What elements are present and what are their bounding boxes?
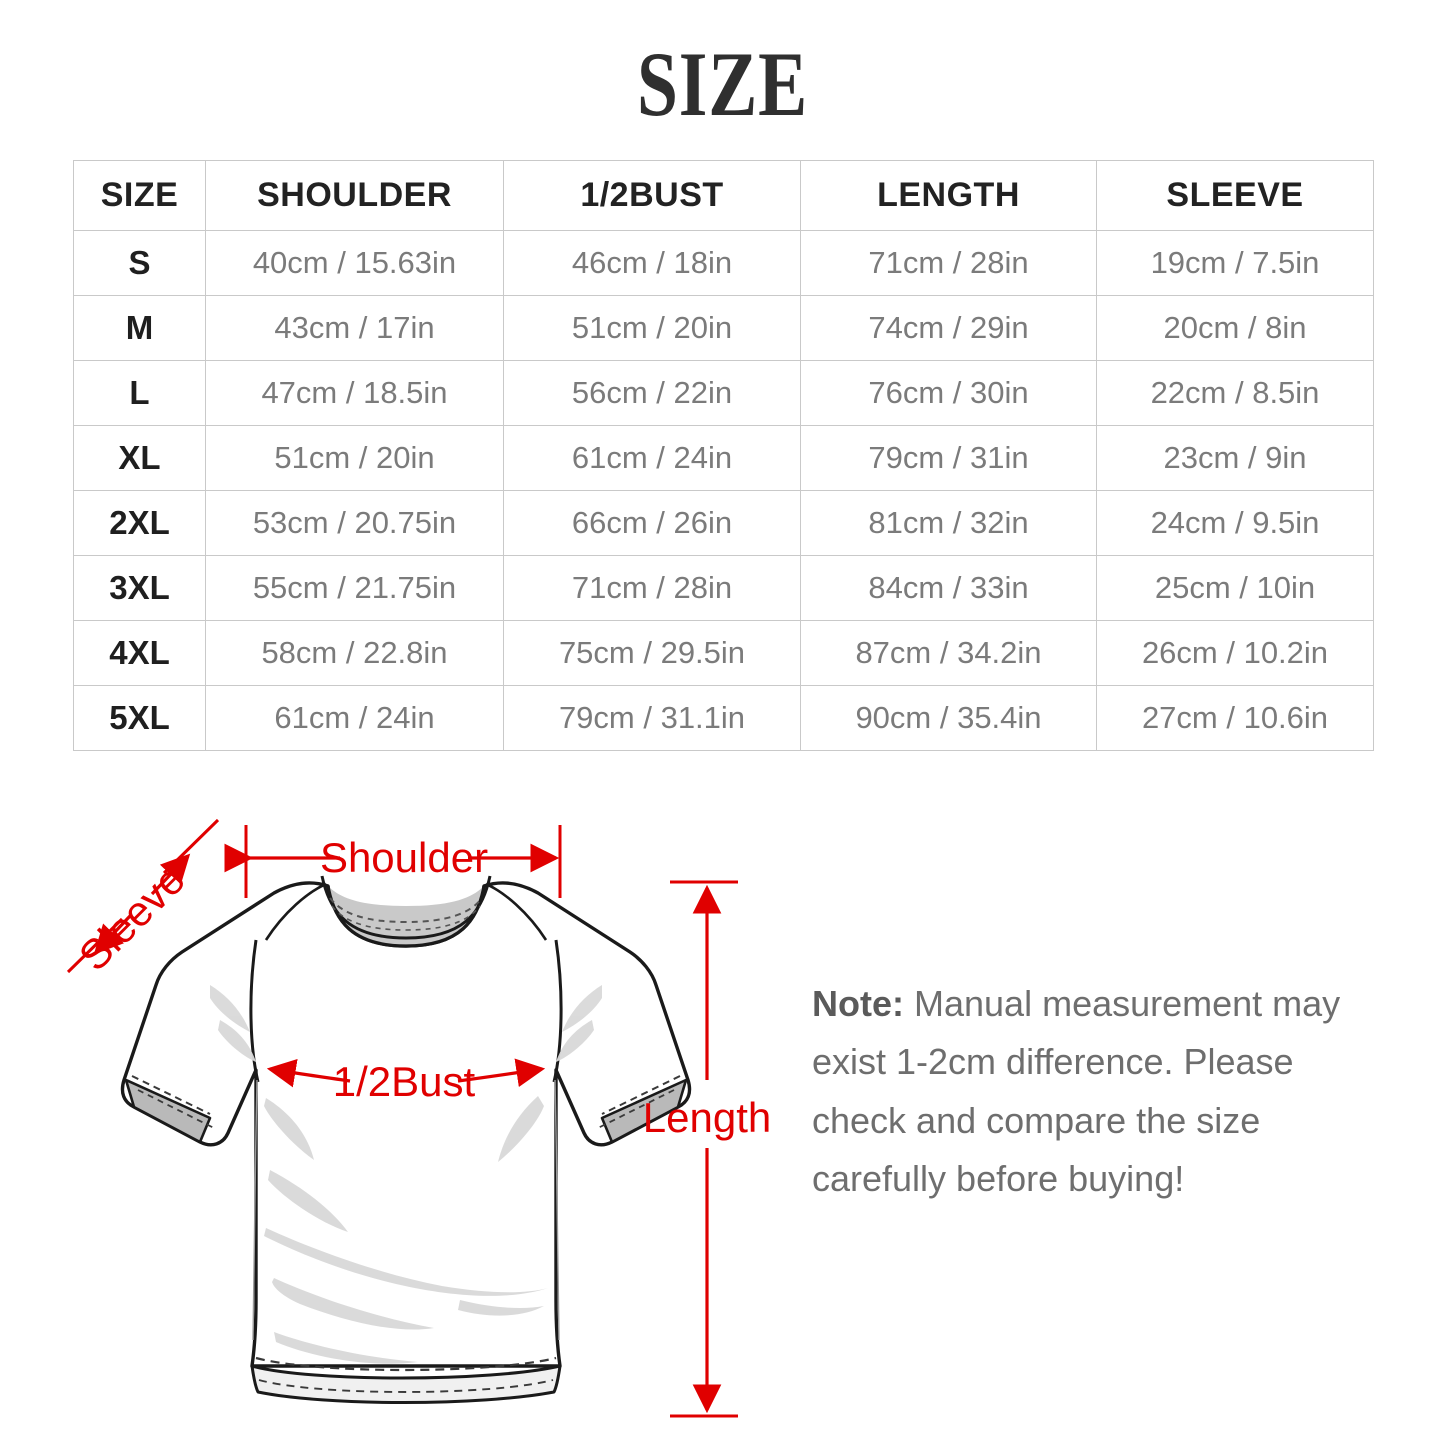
cell-size: 2XL — [73, 490, 206, 556]
cell-length: 71cm / 28in — [800, 230, 1097, 296]
cell-sleeve: 19cm / 7.5in — [1096, 230, 1374, 296]
cell-length: 79cm / 31in — [800, 425, 1097, 491]
cell-bust: 61cm / 24in — [503, 425, 801, 491]
shoulder-annotation: Shoulder — [224, 825, 562, 898]
cell-length: 90cm / 35.4in — [800, 685, 1097, 751]
right-sleeve-cuff-inner — [600, 1078, 688, 1144]
cell-shoulder: 55cm / 21.75in — [205, 555, 504, 621]
cell-bust: 66cm / 26in — [503, 490, 801, 556]
cell-length: 87cm / 34.2in — [800, 620, 1097, 686]
cell-size: 4XL — [73, 620, 206, 686]
cell-size: 5XL — [73, 685, 206, 751]
bottom-hem-stitch-2 — [258, 1379, 554, 1393]
column-header-bust: 1/2BUST — [503, 160, 801, 231]
table-row: L 47cm / 18.5in 56cm / 22in 76cm / 30in … — [73, 360, 1374, 426]
left-sleeve-cuff-stitch-1 — [131, 1075, 211, 1115]
cell-size: S — [73, 230, 206, 296]
table-row: 2XL 53cm / 20.75in 66cm / 26in 81cm / 32… — [73, 490, 1374, 556]
cell-bust: 46cm / 18in — [503, 230, 801, 296]
fabric-shadows — [210, 985, 602, 1364]
table-row: 4XL 58cm / 22.8in 75cm / 29.5in 87cm / 3… — [73, 620, 1374, 686]
cell-shoulder: 47cm / 18.5in — [205, 360, 504, 426]
cell-size: M — [73, 295, 206, 361]
left-sleeve-cuff-stitch-2 — [137, 1089, 215, 1129]
length-annotation: Length — [643, 880, 771, 1418]
left-sleeve-cuff-inner — [124, 1078, 212, 1144]
length-label: Length — [643, 1094, 771, 1141]
column-header-sleeve: SLEEVE — [1096, 160, 1374, 231]
bottom-hem — [250, 1364, 562, 1404]
cell-shoulder: 40cm / 15.63in — [205, 230, 504, 296]
cell-bust: 79cm / 31.1in — [503, 685, 801, 751]
cell-shoulder: 43cm / 17in — [205, 295, 504, 361]
cell-sleeve: 25cm / 10in — [1096, 555, 1374, 621]
measurement-diagram: Shoulder Sleeve 1/2Bust Length — [0, 760, 1445, 1445]
table-header-row: SIZE SHOULDER 1/2BUST LENGTH SLEEVE — [73, 160, 1374, 231]
cell-bust: 71cm / 28in — [503, 555, 801, 621]
cell-sleeve: 23cm / 9in — [1096, 425, 1374, 491]
side-seam-right — [554, 1079, 560, 1341]
column-header-size: SIZE — [73, 160, 206, 231]
tshirt-diagram-svg: Shoulder Sleeve 1/2Bust Length — [66, 818, 771, 1418]
collar-inner-lower — [332, 898, 480, 942]
shoulder-label: Shoulder — [320, 834, 488, 881]
note-text: Manual measurement may exist 1-2cm diffe… — [812, 983, 1341, 1199]
side-seam-left — [252, 1079, 258, 1341]
table-row: 5XL 61cm / 24in 79cm / 31.1in 90cm / 35.… — [73, 685, 1374, 751]
cell-bust: 51cm / 20in — [503, 295, 801, 361]
collar-inner-edge — [320, 875, 492, 940]
collar-stitch-band — [329, 897, 483, 924]
right-sleeve-cuff-stitch-1 — [601, 1075, 681, 1115]
cell-sleeve: 22cm / 8.5in — [1096, 360, 1374, 426]
bust-arrow-right — [457, 1058, 546, 1088]
cell-size: L — [73, 360, 206, 426]
right-sleeve-cuff-stitch-2 — [597, 1089, 675, 1129]
table-body: S 40cm / 15.63in 46cm / 18in 71cm / 28in… — [73, 230, 1374, 751]
shoulder-seam-left — [264, 882, 327, 941]
cell-bust: 75cm / 29.5in — [503, 620, 801, 686]
size-chart-table-container: SIZE SHOULDER 1/2BUST LENGTH SLEEVE S 40… — [73, 160, 1374, 751]
cell-length: 84cm / 33in — [800, 555, 1097, 621]
cell-sleeve: 24cm / 9.5in — [1096, 490, 1374, 556]
bust-arrow-left — [266, 1059, 351, 1088]
table-header: SIZE SHOULDER 1/2BUST LENGTH SLEEVE — [73, 160, 1374, 231]
cell-shoulder: 58cm / 22.8in — [205, 620, 504, 686]
note-block: Note: Manual measurement may exist 1-2cm… — [812, 975, 1392, 1208]
sleeve-arrow-lower — [93, 914, 132, 955]
collar-stitch-band-2 — [331, 905, 481, 931]
cell-sleeve: 27cm / 10.6in — [1096, 685, 1374, 751]
tshirt-illustration — [120, 875, 692, 1404]
cell-length: 81cm / 32in — [800, 490, 1097, 556]
column-header-shoulder: SHOULDER — [205, 160, 504, 231]
table-row: XL 51cm / 20in 61cm / 24in 79cm / 31in 2… — [73, 425, 1374, 491]
cell-bust: 56cm / 22in — [503, 360, 801, 426]
table-row: S 40cm / 15.63in 46cm / 18in 71cm / 28in… — [73, 230, 1374, 296]
cell-shoulder: 61cm / 24in — [205, 685, 504, 751]
bust-annotation: 1/2Bust — [266, 1058, 546, 1105]
cell-length: 76cm / 30in — [800, 360, 1097, 426]
note-label: Note: — [812, 983, 904, 1024]
sleeve-arrow-upper — [150, 853, 191, 896]
armhole-seam-right — [552, 939, 563, 1083]
bottom-hem-stitch-1 — [255, 1356, 557, 1372]
cell-sleeve: 20cm / 8in — [1096, 295, 1374, 361]
bust-label: 1/2Bust — [333, 1058, 476, 1105]
column-header-length: LENGTH — [800, 160, 1097, 231]
cell-sleeve: 26cm / 10.2in — [1096, 620, 1374, 686]
cell-shoulder: 51cm / 20in — [205, 425, 504, 491]
page-title: SIZE — [637, 33, 808, 135]
cell-shoulder: 53cm / 20.75in — [205, 490, 504, 556]
sleeve-tick-upper — [162, 818, 220, 875]
cell-size: 3XL — [73, 555, 206, 621]
cell-length: 74cm / 29in — [800, 295, 1097, 361]
table-row: 3XL 55cm / 21.75in 71cm / 28in 84cm / 33… — [73, 555, 1374, 621]
shoulder-seam-right — [485, 882, 548, 941]
size-chart-table: SIZE SHOULDER 1/2BUST LENGTH SLEEVE S 40… — [73, 160, 1374, 751]
table-row: M 43cm / 17in 51cm / 20in 74cm / 29in 20… — [73, 295, 1374, 361]
cell-size: XL — [73, 425, 206, 491]
armhole-seam-left — [249, 939, 260, 1083]
